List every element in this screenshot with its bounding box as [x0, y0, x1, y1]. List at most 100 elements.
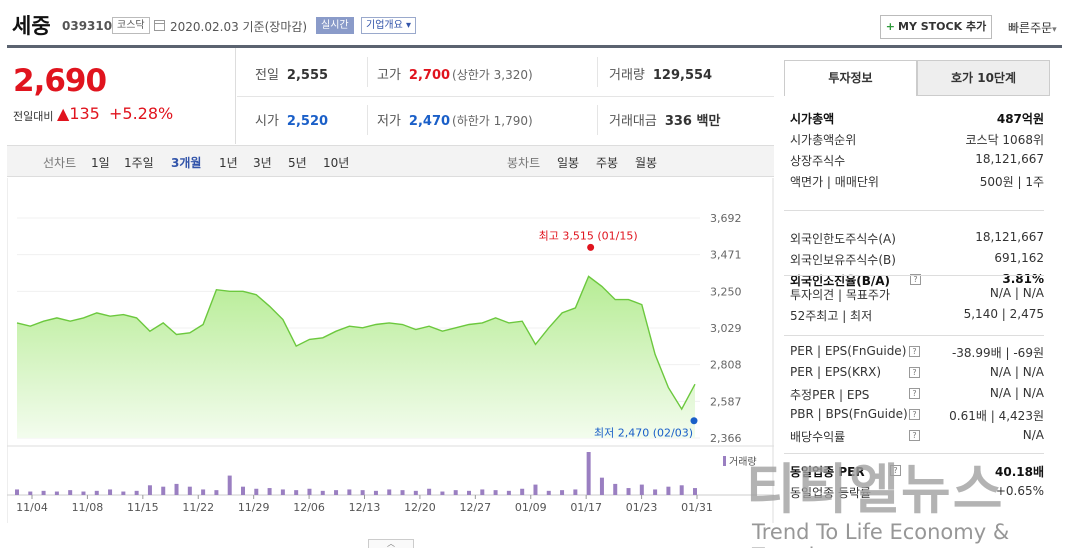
info-value: 18,121,667 [975, 230, 1044, 244]
help-icon[interactable]: ? [909, 430, 920, 441]
info-row: 시가총액순위 코스닥 1068위 [790, 131, 1044, 147]
low-label: 최저 2,470 (02/03) [594, 427, 693, 440]
info-value: +0.65% [995, 484, 1044, 498]
y-tick-label: 3,029 [710, 322, 742, 335]
info-value: N/A [1022, 428, 1044, 442]
volume-bar [373, 490, 378, 495]
volume-bar [214, 490, 219, 495]
x-tick-label: 11/22 [182, 501, 214, 514]
market-badge: 코스닥 [112, 17, 150, 34]
quote-row-divider [237, 96, 774, 97]
period-tab[interactable]: 1년 [219, 156, 238, 170]
company-info-dropdown[interactable]: 기업개요 ▾ [361, 17, 417, 34]
y-tick-label: 3,692 [710, 212, 742, 225]
period-tab[interactable]: 5년 [288, 156, 307, 170]
help-icon[interactable]: ? [910, 274, 921, 285]
x-tick-label: 12/20 [404, 501, 436, 514]
quote-amount: 거래대금 336 백만 [609, 110, 720, 129]
period-tab[interactable]: 1일 [91, 156, 110, 170]
quote-prev: 전일 2,555 [255, 64, 328, 83]
help-icon[interactable]: ? [909, 409, 920, 420]
info-key: 시가총액순위 [790, 133, 857, 147]
price-chart[interactable]: 3,692 3,471 3,250 3,029 2,808 2,587 2,366 최고 3,… [7, 178, 774, 523]
info-row: 동일업종 PER? 40.18배 [790, 463, 1044, 479]
volume-bar [626, 488, 631, 495]
help-icon[interactable]: ? [909, 388, 920, 399]
info-value: 5,140 | 2,475 [963, 307, 1044, 321]
quote-amount-value: 336 백만 [664, 114, 721, 129]
current-price: 2,690 [13, 63, 107, 99]
quick-order-label: 빠른주문 [1008, 21, 1053, 35]
add-mystock-button[interactable]: + MY STOCK 추가 [880, 15, 992, 39]
volume-bar [573, 489, 578, 495]
period-tab[interactable]: 3년 [253, 156, 272, 170]
volume-bar [15, 489, 19, 495]
quote-volume: 거래량 129,554 [609, 64, 712, 83]
expand-toggle[interactable]: ︿ [368, 539, 414, 548]
realtime-button[interactable]: 실시간 [316, 17, 354, 34]
high-label: 최고 3,515 (01/15) [539, 229, 638, 242]
quote-high-value: 2,700 [408, 68, 451, 83]
volume-bar [506, 490, 511, 495]
quote-prev-label: 전일 [255, 68, 279, 83]
info-row: 외국인보유주식수(B) 691,162 [790, 251, 1044, 267]
candle-tab[interactable]: 월봉 [635, 156, 658, 170]
volume-bar [68, 490, 73, 495]
candle-tab[interactable]: 주봉 [596, 156, 619, 170]
price-line [16, 275, 696, 411]
quick-order-button[interactable]: 빠른주문▾ [1008, 19, 1057, 36]
tab-investment-info[interactable]: 투자정보 [784, 60, 917, 96]
volume-bar [241, 486, 245, 495]
info-key: PER | EPS(KRX) [790, 365, 882, 379]
volume-bar [453, 490, 458, 495]
volume-bar [480, 489, 485, 495]
volume-bar [294, 490, 299, 495]
watermark-slogan: Trend To Life Economy & Travel [752, 520, 1010, 548]
info-row: 상장주식수 18,121,667 [790, 152, 1044, 168]
volume-bar [639, 484, 644, 495]
x-tick-label: 01/17 [570, 501, 602, 514]
volume-bar [546, 490, 551, 495]
help-icon[interactable]: ? [909, 367, 920, 378]
help-icon[interactable]: ? [909, 346, 920, 357]
quote-low-label: 저가 [377, 114, 401, 129]
info-value: N/A | N/A [989, 386, 1044, 400]
volume-bar [81, 491, 86, 495]
chevron-up-icon: ︿ [387, 539, 395, 548]
investment-info-panel: 투자정보 호가 10단계 시가총액 487억원 시가총액순위 코스닥 1068위 상장주… [784, 60, 1054, 520]
volume-bar [560, 490, 565, 495]
help-icon[interactable]: ? [890, 465, 901, 476]
period-tab-active[interactable]: 3개월 [171, 156, 202, 170]
quote-upper-limit: (상한가 3,320) [452, 68, 533, 82]
volume-legend-swatch [723, 456, 726, 466]
quote-separator [367, 105, 368, 135]
period-tab[interactable]: 10년 [323, 156, 350, 170]
change-label: 전일대비 [13, 110, 54, 123]
volume-bar [400, 490, 405, 495]
volume-bar [613, 483, 618, 495]
volume-bar [653, 489, 658, 495]
x-tick-label: 12/06 [293, 501, 325, 514]
chevron-down-icon: ▾ [1052, 25, 1057, 35]
x-tick-label: 11/29 [238, 501, 270, 514]
quote-amount-label: 거래대금 [609, 114, 657, 129]
x-tick-label: 12/13 [349, 501, 381, 514]
info-row: 추정PER | EPS? N/A | N/A [790, 386, 1044, 402]
y-tick-label: 2,808 [710, 359, 742, 372]
info-key: 투자의견 | 목표주가 [790, 288, 890, 302]
info-row: PER | EPS(FnGuide)? -38.99배 | -69원 [790, 344, 1044, 360]
base-date: 2020.02.03 기준(장마감) [170, 20, 308, 34]
info-row: PBR | BPS(FnGuide)? 0.61배 | 4,423원 [790, 407, 1044, 423]
line-chart-label: 선차트 [43, 156, 77, 170]
quote-low-value: 2,470 [408, 114, 451, 129]
period-tab[interactable]: 1주일 [124, 156, 154, 170]
change-value: ▲135 [57, 104, 100, 123]
quote-open-value: 2,520 [286, 114, 329, 129]
volume-bar [161, 486, 166, 495]
info-value: 487억원 [996, 112, 1044, 126]
volume-bar [254, 488, 259, 495]
candle-tab[interactable]: 일봉 [557, 156, 580, 170]
chart-period-bar: 선차트 1일 1주일 3개월 1년 3년 5년 10년 봉차트 일봉 주봉 월봉 [7, 145, 774, 177]
change-amount: 135 [69, 104, 100, 123]
tab-order-book[interactable]: 호가 10단계 [917, 60, 1050, 96]
